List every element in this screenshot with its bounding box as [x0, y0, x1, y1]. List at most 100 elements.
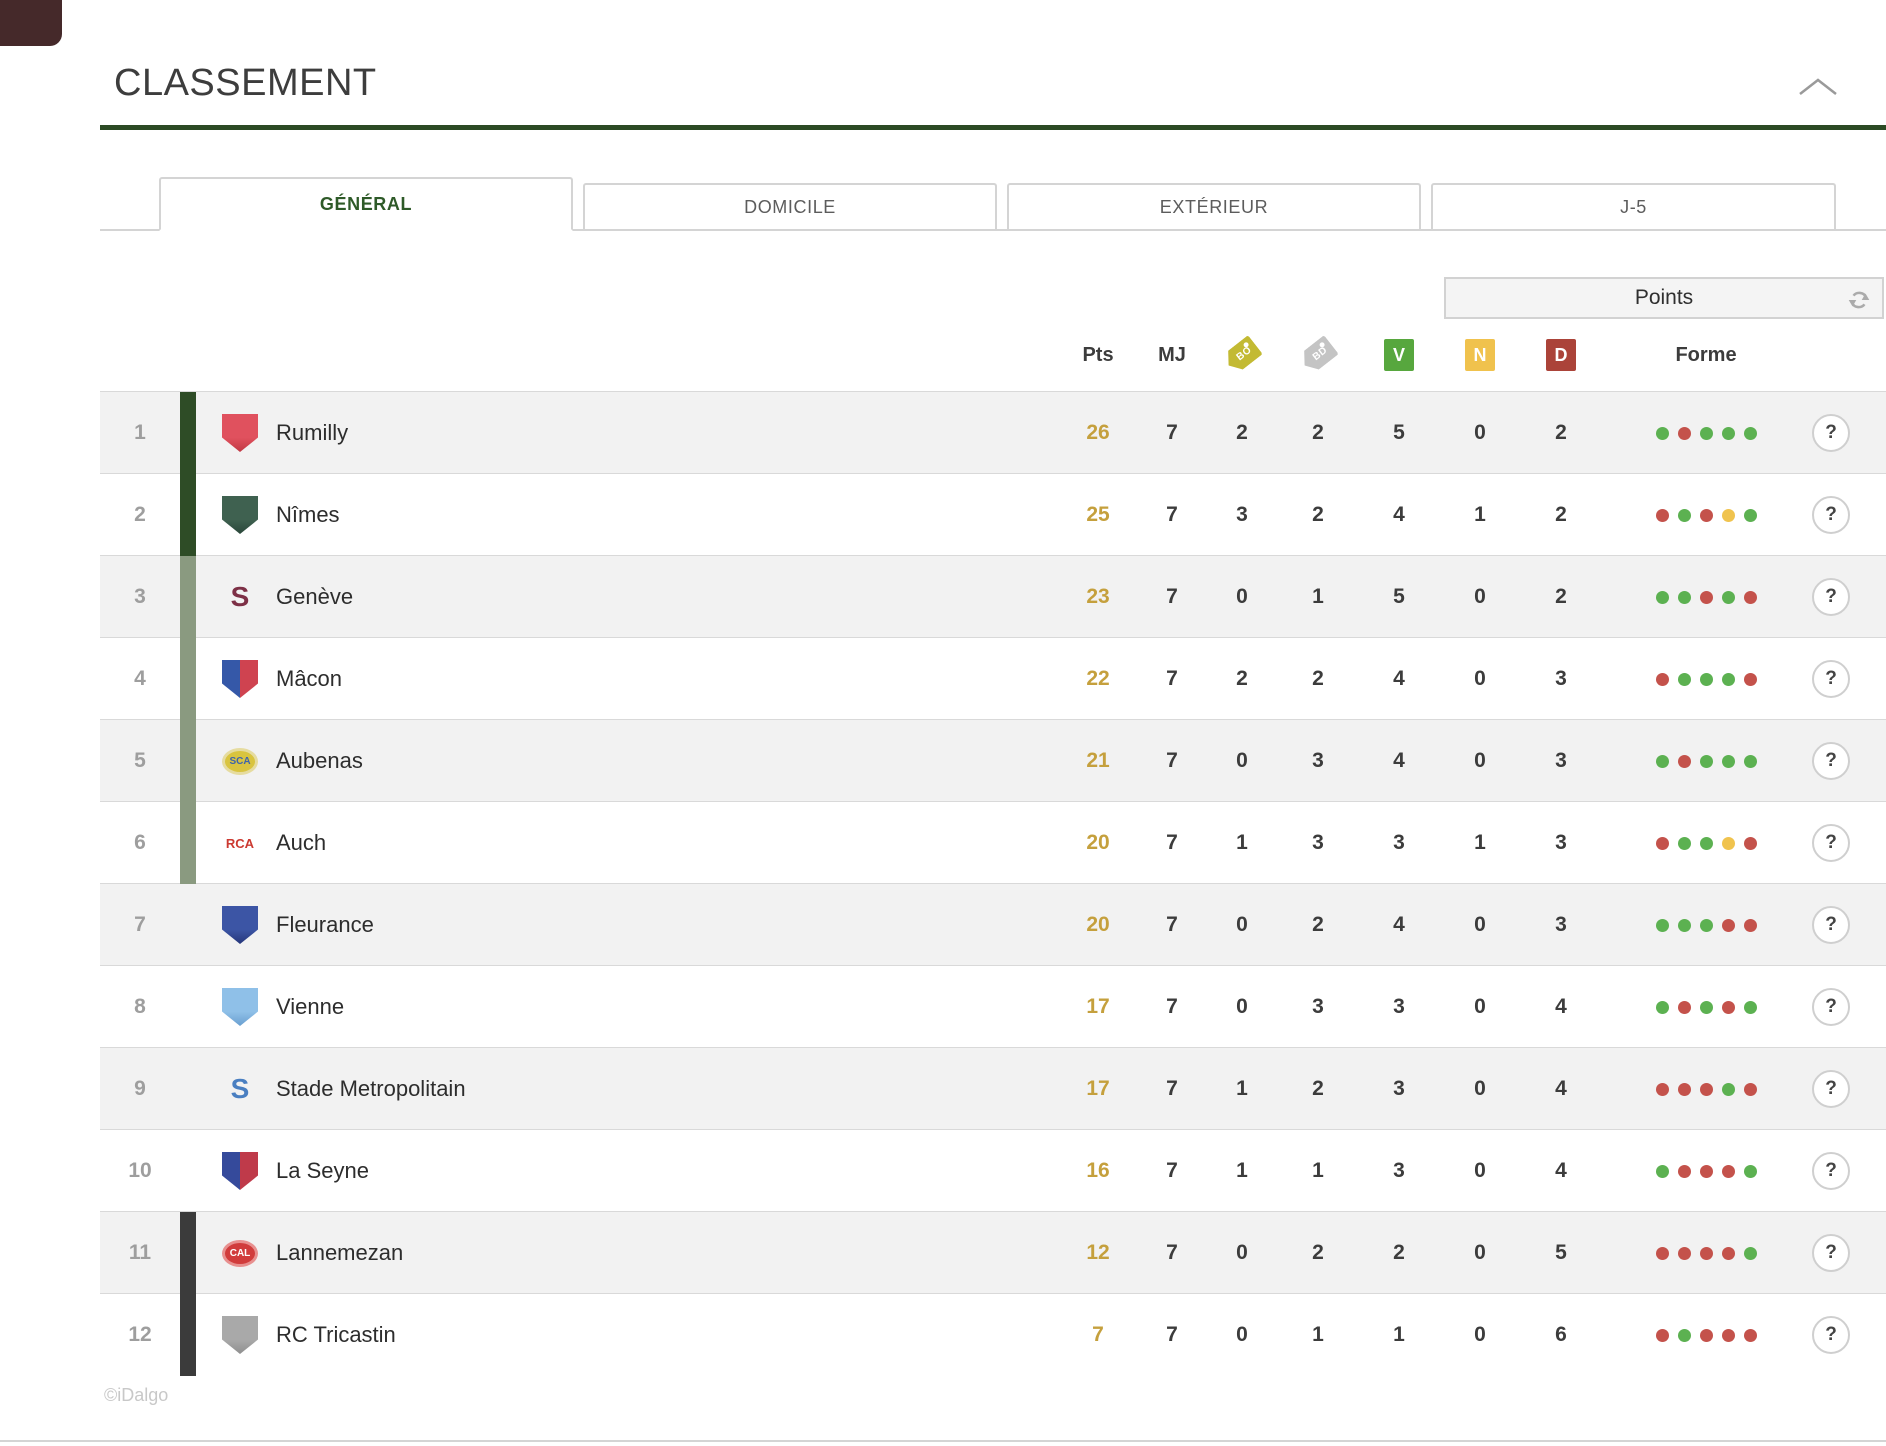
losses-value: 6 [1555, 1323, 1567, 1346]
team-cell[interactable]: RCA Auch [196, 824, 1058, 862]
team-logo [222, 660, 258, 698]
bonus-defensif-value: 1 [1312, 585, 1324, 608]
sort-criteria-label: Points [1634, 286, 1694, 309]
help-cell: ? [1810, 414, 1852, 452]
bonus-offensif-value: 0 [1236, 913, 1248, 936]
rank-number: 1 [134, 421, 146, 444]
wins-value: 1 [1393, 1323, 1405, 1346]
rank-number: 11 [128, 1241, 152, 1264]
team-cell[interactable]: S Genève [196, 578, 1058, 616]
form-dot [1699, 426, 1713, 440]
team-cell[interactable]: SCA Aubenas [196, 747, 1058, 775]
form-dots [1602, 672, 1810, 686]
collapse-section-button[interactable] [1796, 76, 1840, 101]
form-dot [1743, 590, 1757, 604]
form-dot [1677, 1246, 1691, 1260]
rank-zone-bar [180, 720, 196, 802]
help-cell: ? [1810, 742, 1852, 780]
help-button[interactable]: ? [1812, 1070, 1850, 1108]
help-button[interactable]: ? [1812, 988, 1850, 1026]
matches-played-value: 7 [1166, 1241, 1178, 1264]
help-button[interactable]: ? [1812, 414, 1850, 452]
team-logo: S [230, 1073, 250, 1104]
matches-played-value: 7 [1166, 749, 1178, 772]
column-header-losses: D [1520, 339, 1602, 371]
help-button[interactable]: ? [1812, 496, 1850, 534]
help-button[interactable]: ? [1812, 906, 1850, 944]
wins-value: 3 [1393, 995, 1405, 1018]
team-name: Vienne [276, 994, 345, 1019]
tab-general[interactable]: GÉNÉRAL [159, 177, 573, 231]
team-name: RC Tricastin [276, 1322, 396, 1347]
form-dot [1677, 836, 1691, 850]
matches-played-value: 7 [1166, 585, 1178, 608]
team-cell[interactable]: Fleurance [196, 906, 1058, 944]
help-cell: ? [1810, 1152, 1852, 1190]
help-button[interactable]: ? [1812, 1234, 1850, 1272]
form-dot [1721, 590, 1735, 604]
swap-sort-icon[interactable] [1846, 287, 1872, 319]
rank-number: 7 [134, 913, 146, 936]
team-cell[interactable]: Nîmes [196, 496, 1058, 534]
bonus-offensif-value: 0 [1236, 1241, 1248, 1264]
help-button[interactable]: ? [1812, 824, 1850, 862]
bonus-offensif-value: 3 [1236, 503, 1248, 526]
team-cell[interactable]: Rumilly [196, 414, 1058, 452]
bonus-offensif-value: 1 [1236, 831, 1248, 854]
form-dot [1655, 1164, 1669, 1178]
bonus-defensif-value: 2 [1312, 667, 1324, 690]
page-title: CLASSEMENT [114, 62, 377, 104]
losses-value: 3 [1555, 913, 1567, 936]
form-dot [1655, 426, 1669, 440]
tab-domicile[interactable]: DOMICILE [583, 183, 997, 229]
bonus-offensif-value: 1 [1236, 1077, 1248, 1100]
team-name: Rumilly [276, 420, 349, 445]
form-dot [1743, 426, 1757, 440]
table-row: 6 RCA Auch 20 7 1 3 3 1 3 ? [100, 801, 1886, 884]
form-dots [1602, 754, 1810, 768]
help-button[interactable]: ? [1812, 578, 1850, 616]
team-cell[interactable]: Mâcon [196, 660, 1058, 698]
help-button[interactable]: ? [1812, 742, 1850, 780]
bonus-defensif-value: 2 [1312, 1241, 1324, 1264]
losses-value: 5 [1555, 1241, 1567, 1264]
draws-value: 0 [1474, 913, 1486, 936]
table-row: 5 SCA Aubenas 21 7 0 3 4 0 3 ? [100, 719, 1886, 802]
team-cell[interactable]: RC Tricastin [196, 1316, 1058, 1354]
draws-value: 0 [1474, 585, 1486, 608]
points-value: 17 [1086, 1077, 1110, 1100]
team-cell[interactable]: CAL Lannemezan [196, 1239, 1058, 1267]
form-dots [1602, 426, 1810, 440]
sort-criteria-selector[interactable]: Points [1444, 277, 1884, 319]
tab-exterieur-label: EXTÉRIEUR [1159, 196, 1269, 217]
help-button[interactable]: ? [1812, 660, 1850, 698]
help-cell: ? [1810, 1070, 1852, 1108]
team-cell[interactable]: La Seyne [196, 1152, 1058, 1190]
points-value: 16 [1086, 1159, 1110, 1182]
form-dot [1677, 1328, 1691, 1342]
points-value: 22 [1086, 667, 1110, 690]
team-logo [222, 1152, 258, 1190]
form-dot [1677, 672, 1691, 686]
help-button[interactable]: ? [1812, 1152, 1850, 1190]
form-dot [1721, 426, 1735, 440]
losses-value: 4 [1555, 995, 1567, 1018]
team-cell[interactable]: Vienne [196, 988, 1058, 1026]
help-button[interactable]: ? [1812, 1316, 1850, 1354]
form-dot [1677, 508, 1691, 522]
bonus-offensif-value: 0 [1236, 585, 1248, 608]
tab-j5[interactable]: J-5 [1431, 183, 1836, 229]
bonus-defensif-value: 3 [1312, 749, 1324, 772]
rank-number: 12 [128, 1323, 152, 1346]
corner-artifact [0, 0, 62, 46]
form-dot [1721, 672, 1735, 686]
form-dot [1699, 918, 1713, 932]
column-header-bd: BD [1278, 343, 1358, 367]
draws-value: 0 [1474, 1241, 1486, 1264]
form-dot [1721, 754, 1735, 768]
team-cell[interactable]: S Stade Metropolitain [196, 1070, 1058, 1108]
losses-value: 2 [1555, 421, 1567, 444]
team-logo [222, 906, 258, 944]
tab-exterieur[interactable]: EXTÉRIEUR [1007, 183, 1421, 229]
tab-bar: GÉNÉRAL DOMICILE EXTÉRIEUR J-5 [100, 177, 1886, 231]
